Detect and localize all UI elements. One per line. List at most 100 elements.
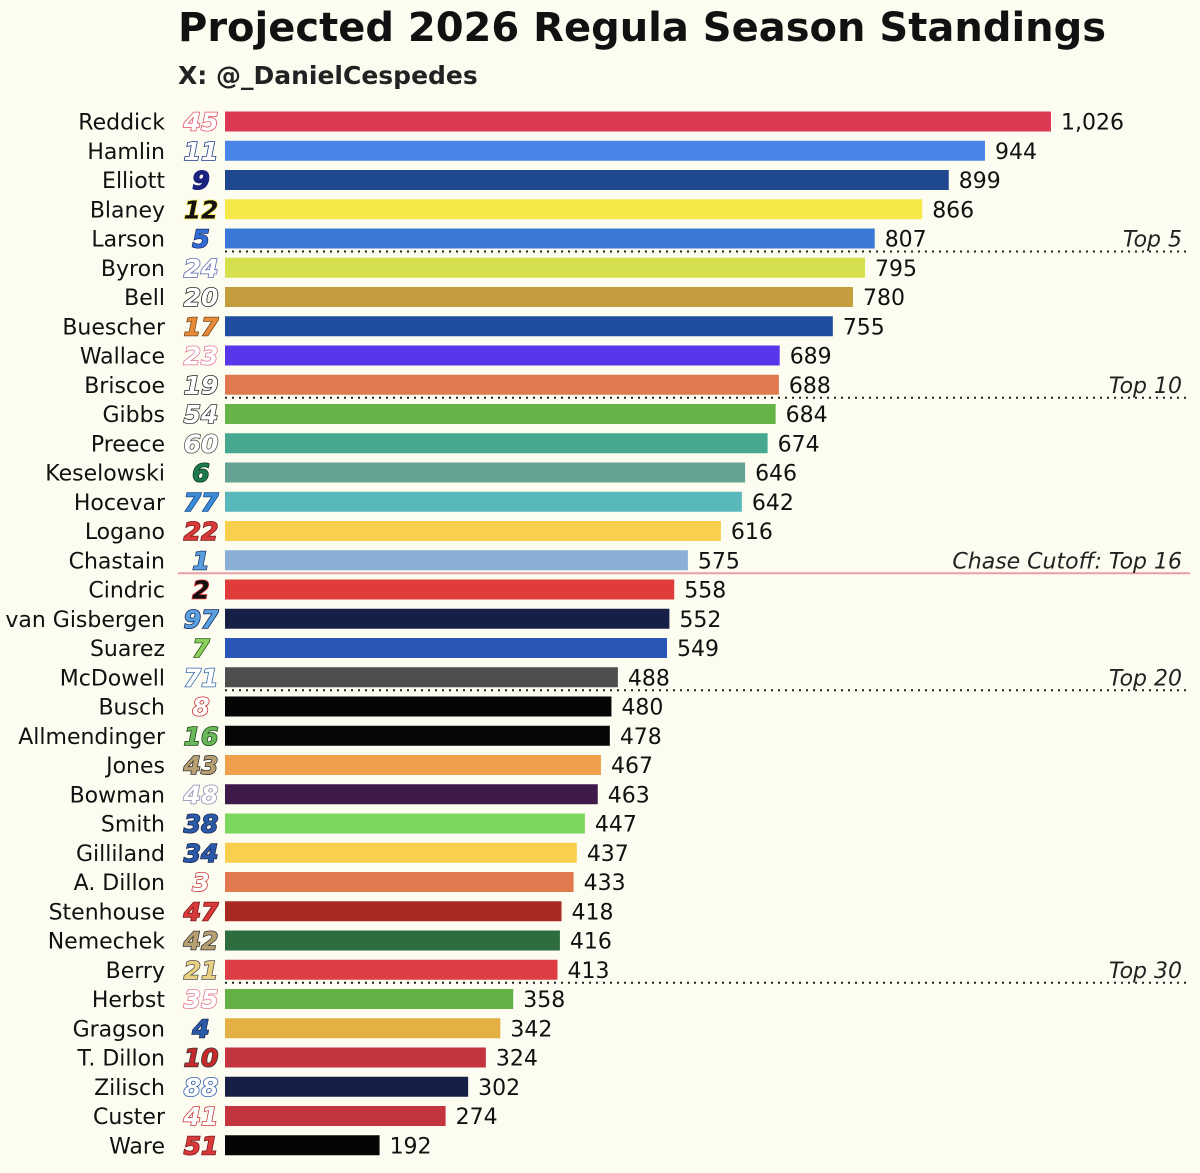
bar-row: Hamlin 11 944 — [87, 136, 1037, 167]
driver-label: Bowman — [70, 783, 165, 808]
car-number-badge: 4 — [191, 1014, 209, 1043]
bar — [225, 1106, 446, 1126]
bar — [225, 696, 612, 717]
driver-label: Allmendinger — [18, 725, 166, 750]
car-number-badge: 11 — [184, 137, 219, 166]
bar — [225, 550, 688, 571]
driver-label: van Gisbergen — [5, 608, 165, 633]
bar-row: Allmendinger 16 478 — [18, 721, 662, 752]
car-number-badge: 16 — [184, 722, 219, 751]
value-label: 646 — [755, 462, 797, 487]
value-label: 358 — [523, 988, 565, 1013]
bar-row: Preece 60 674 — [91, 428, 820, 459]
value-label: 418 — [572, 900, 614, 925]
bar-row: Bell 20 780 — [124, 282, 905, 313]
car-number-badge: 47 — [183, 897, 219, 926]
car-number-badge: 10 — [184, 1044, 219, 1073]
bar — [225, 1135, 380, 1156]
driver-label: Gibbs — [102, 403, 165, 428]
car-number-badge: 71 — [184, 663, 219, 692]
value-label: 433 — [584, 871, 626, 896]
value-label: 944 — [995, 140, 1037, 165]
car-number-badge: 22 — [184, 517, 219, 546]
car-number-badge: 51 — [184, 1131, 219, 1160]
bar — [225, 989, 514, 1009]
driver-label: Bell — [124, 286, 165, 311]
value-label: 780 — [863, 286, 905, 311]
value-label: 866 — [932, 198, 974, 223]
bar — [225, 725, 610, 746]
car-number-badge: 38 — [184, 810, 219, 839]
bar-row: Busch 8 480 — [98, 692, 663, 723]
value-label: 302 — [478, 1076, 520, 1101]
value-label: 795 — [875, 257, 917, 282]
value-label: 342 — [510, 1017, 552, 1042]
car-number-badge: 60 — [184, 429, 219, 458]
car-number-badge: 43 — [183, 751, 219, 780]
value-label: 549 — [677, 637, 719, 662]
bar — [225, 257, 866, 278]
value-label: 478 — [620, 725, 662, 750]
bar-row: Wallace 23 689 — [80, 341, 832, 372]
bar — [225, 170, 949, 190]
driver-label: Stenhouse — [49, 900, 165, 925]
bar — [225, 521, 721, 541]
bar — [225, 872, 574, 892]
driver-label: Byron — [101, 257, 165, 282]
bar — [225, 901, 562, 922]
bar — [225, 755, 601, 775]
bar-row: A. Dillon 3 433 — [74, 867, 626, 898]
bar — [225, 287, 853, 307]
car-number-badge: 6 — [192, 459, 209, 488]
value-label: 447 — [595, 813, 637, 838]
value-label: 416 — [570, 930, 612, 955]
car-number-badge: 12 — [184, 195, 219, 224]
bar-row: Gragson 4 342 — [73, 1013, 553, 1044]
driver-label: Hamlin — [87, 140, 165, 165]
value-label: 684 — [786, 403, 828, 428]
driver-label: Custer — [93, 1105, 166, 1130]
driver-label: Ware — [109, 1134, 165, 1159]
chart-subtitle: X: @_DanielCespedes — [178, 61, 478, 90]
bar-row: Smith 38 447 — [101, 809, 637, 840]
driver-label: Larson — [91, 228, 165, 253]
car-number-badge: 54 — [184, 400, 219, 429]
value-label: 689 — [790, 345, 832, 370]
bar-row: Elliott 9 899 — [102, 165, 1001, 196]
bar-row: Suarez 7 549 — [90, 633, 719, 664]
bar-row: Stenhouse 47 418 — [49, 896, 614, 927]
bar-row: Keselowski 6 646 — [45, 458, 797, 489]
bar — [225, 404, 776, 424]
car-number-badge: 5 — [192, 225, 209, 254]
bar — [225, 959, 558, 980]
value-label: 488 — [628, 666, 670, 691]
cutoff-label: Chase Cutoff: Top 16 — [952, 549, 1182, 574]
bar-row: Buescher 17 755 — [62, 311, 884, 342]
bar-row: Hocevar 77 642 — [74, 487, 794, 518]
bar-row: Gilliland 34 437 — [76, 838, 629, 869]
driver-label: McDowell — [60, 666, 165, 691]
bar-row: Byron 24 795 — [101, 253, 917, 284]
bar-row: Gibbs 54 684 — [102, 399, 828, 430]
value-label: 413 — [567, 959, 609, 984]
driver-label: Smith — [101, 813, 165, 838]
car-number-badge: 1 — [192, 546, 209, 575]
bar — [225, 199, 923, 220]
bar-row: Blaney 12 866 — [90, 194, 974, 225]
car-number-badge: 19 — [184, 371, 219, 400]
value-label: 324 — [496, 1047, 538, 1072]
bar — [225, 842, 577, 863]
car-number-badge: 17 — [184, 312, 219, 341]
value-label: 467 — [611, 754, 653, 779]
car-number-badge: 3 — [192, 868, 209, 897]
value-label: 463 — [608, 783, 650, 808]
car-number-badge: 24 — [184, 254, 219, 283]
driver-label: Hocevar — [74, 491, 166, 516]
car-number-badge: 7 — [192, 634, 210, 663]
value-label: 552 — [679, 608, 721, 633]
cutoff-lines: Top 5 Top 10 Chase Cutoff: Top 16 Top 20 Top… — [178, 228, 1190, 984]
value-label: 807 — [885, 228, 927, 253]
chart-title: Projected 2026 Regula Season Standings — [178, 5, 1106, 51]
